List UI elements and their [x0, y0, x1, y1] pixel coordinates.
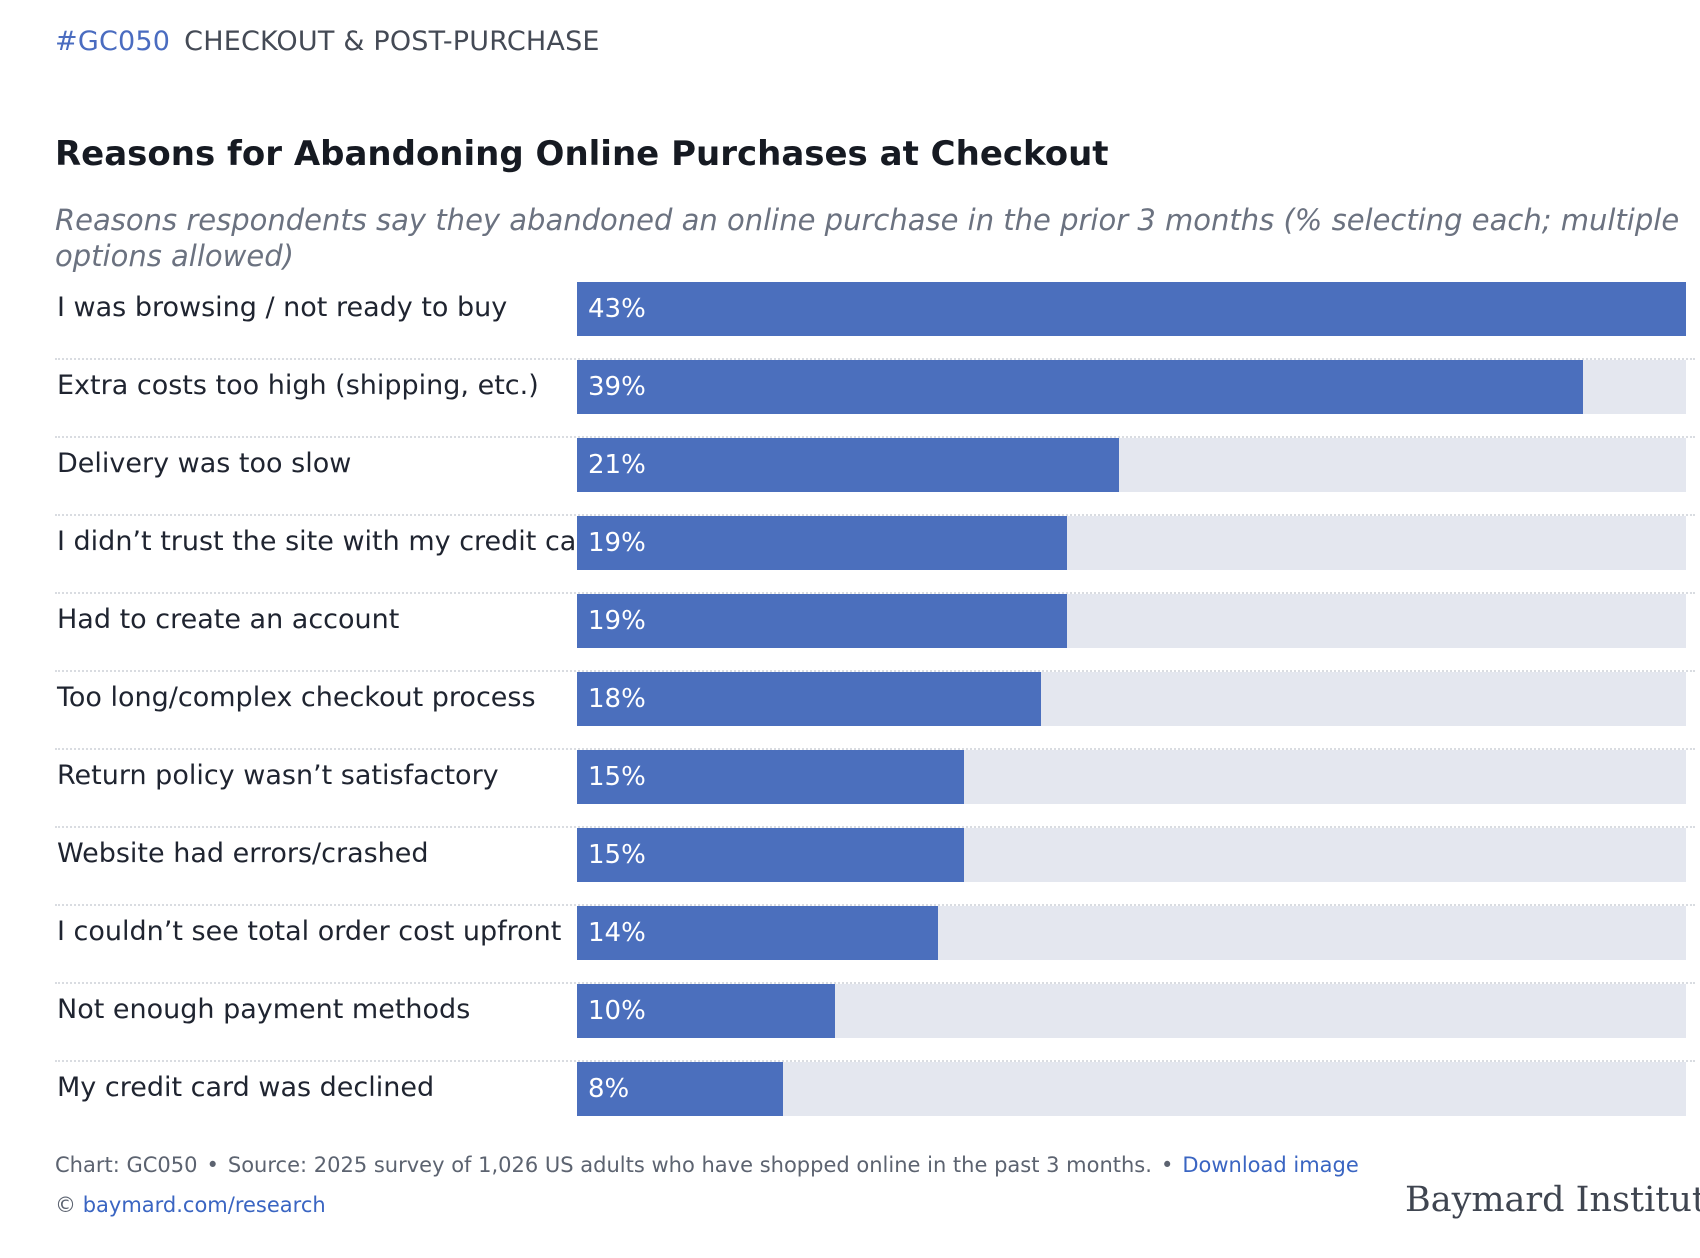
footer: Chart: GC050 • Source: 2025 survey of 1,02… [55, 1148, 1695, 1222]
bar-track: 43% [577, 282, 1686, 336]
bar-track: 8% [577, 1062, 1686, 1116]
download-image-link[interactable]: Download image [1182, 1153, 1359, 1177]
bar-value-label: 15% [588, 840, 646, 870]
bar-row: Delivery was too slow 21% [55, 438, 1695, 516]
bar-track: 39% [577, 360, 1686, 414]
category-label: Had to create an account [57, 604, 400, 635]
category-label: Extra costs too high (shipping, etc.) [57, 370, 539, 401]
bar: 19% [577, 516, 1067, 570]
bar: 18% [577, 672, 1041, 726]
footer-copyright-line: © baymard.com/research [55, 1188, 1695, 1222]
bar-value-label: 8% [588, 1074, 630, 1104]
footer-source-line: Chart: GC050 • Source: 2025 survey of 1,02… [55, 1148, 1695, 1182]
bar-track: 10% [577, 984, 1686, 1038]
chart-subtitle: Reasons respondents say they abandoned a… [55, 203, 1680, 273]
bar-row: Had to create an account 19% [55, 594, 1695, 672]
bar-track: 19% [577, 516, 1686, 570]
bar: 21% [577, 438, 1119, 492]
bar-chart: I was browsing / not ready to buy 43% Extr… [55, 282, 1695, 1138]
chart-code-tag[interactable]: #GC050 [55, 26, 171, 57]
bar-track: 15% [577, 750, 1686, 804]
bar-row: I didn’t trust the site with my credit c… [55, 516, 1695, 594]
category-label: Delivery was too slow [57, 448, 352, 479]
bullet-separator: • [206, 1153, 219, 1177]
category-label: Website had errors/crashed [57, 838, 429, 869]
category-label: Not enough payment methods [57, 994, 471, 1025]
bar-value-label: 43% [588, 294, 646, 324]
bar-value-label: 21% [588, 450, 646, 480]
brand-logo[interactable]: Baymard Institute [1405, 1180, 1700, 1220]
bar-track: 18% [577, 672, 1686, 726]
bar-value-label: 15% [588, 762, 646, 792]
category-label: I didn’t trust the site with my credit c… [57, 526, 605, 557]
bar-row: I was browsing / not ready to buy 43% [55, 282, 1695, 360]
bar-track: 21% [577, 438, 1686, 492]
bar-value-label: 18% [588, 684, 646, 714]
bar: 8% [577, 1062, 783, 1116]
chart-id-text: Chart: GC050 [55, 1153, 198, 1177]
bar-row: Not enough payment methods 10% [55, 984, 1695, 1062]
bar-track: 15% [577, 828, 1686, 882]
bar-row: Return policy wasn’t satisfactory 15% [55, 750, 1695, 828]
research-link[interactable]: baymard.com/research [82, 1193, 326, 1217]
bar-track: 14% [577, 906, 1686, 960]
bar: 43% [577, 282, 1686, 336]
copyright-symbol: © [55, 1193, 76, 1217]
source-text: Source: 2025 survey of 1,026 US adults w… [227, 1153, 1152, 1177]
bar-row: Extra costs too high (shipping, etc.) 39% [55, 360, 1695, 438]
bar: 15% [577, 828, 964, 882]
bar: 14% [577, 906, 938, 960]
category-label: My credit card was declined [57, 1072, 435, 1103]
category-label: Too long/complex checkout process [57, 682, 536, 713]
bar-value-label: 14% [588, 918, 646, 948]
bar-value-label: 19% [588, 606, 646, 636]
bar: 10% [577, 984, 835, 1038]
tagline: #GC050 CHECKOUT & POST-PURCHASE [55, 22, 1695, 62]
chart-title: Reasons for Abandoning Online Purchases … [55, 134, 1109, 174]
bar-value-label: 39% [588, 372, 646, 402]
category-label: Return policy wasn’t satisfactory [57, 760, 499, 791]
bar: 19% [577, 594, 1067, 648]
bar-row: I couldn’t see total order cost upfront 1… [55, 906, 1695, 984]
page: #GC050 CHECKOUT & POST-PURCHASE Reasons f… [55, 22, 1695, 274]
bar-value-label: 19% [588, 528, 646, 558]
bar-row: My credit card was declined 8% [55, 1062, 1695, 1138]
bar-row: Website had errors/crashed 15% [55, 828, 1695, 906]
bar: 15% [577, 750, 964, 804]
bar-track: 19% [577, 594, 1686, 648]
category-label: I was browsing / not ready to buy [57, 292, 508, 323]
bullet-separator: • [1160, 1153, 1174, 1177]
bar-value-label: 10% [588, 996, 646, 1026]
category-label: I couldn’t see total order cost upfront [57, 916, 562, 947]
bar-row: Too long/complex checkout process 18% [55, 672, 1695, 750]
brand-name: Baymard Institute [1405, 1180, 1700, 1220]
bar: 39% [577, 360, 1583, 414]
category-tag[interactable]: CHECKOUT & POST-PURCHASE [184, 26, 600, 57]
